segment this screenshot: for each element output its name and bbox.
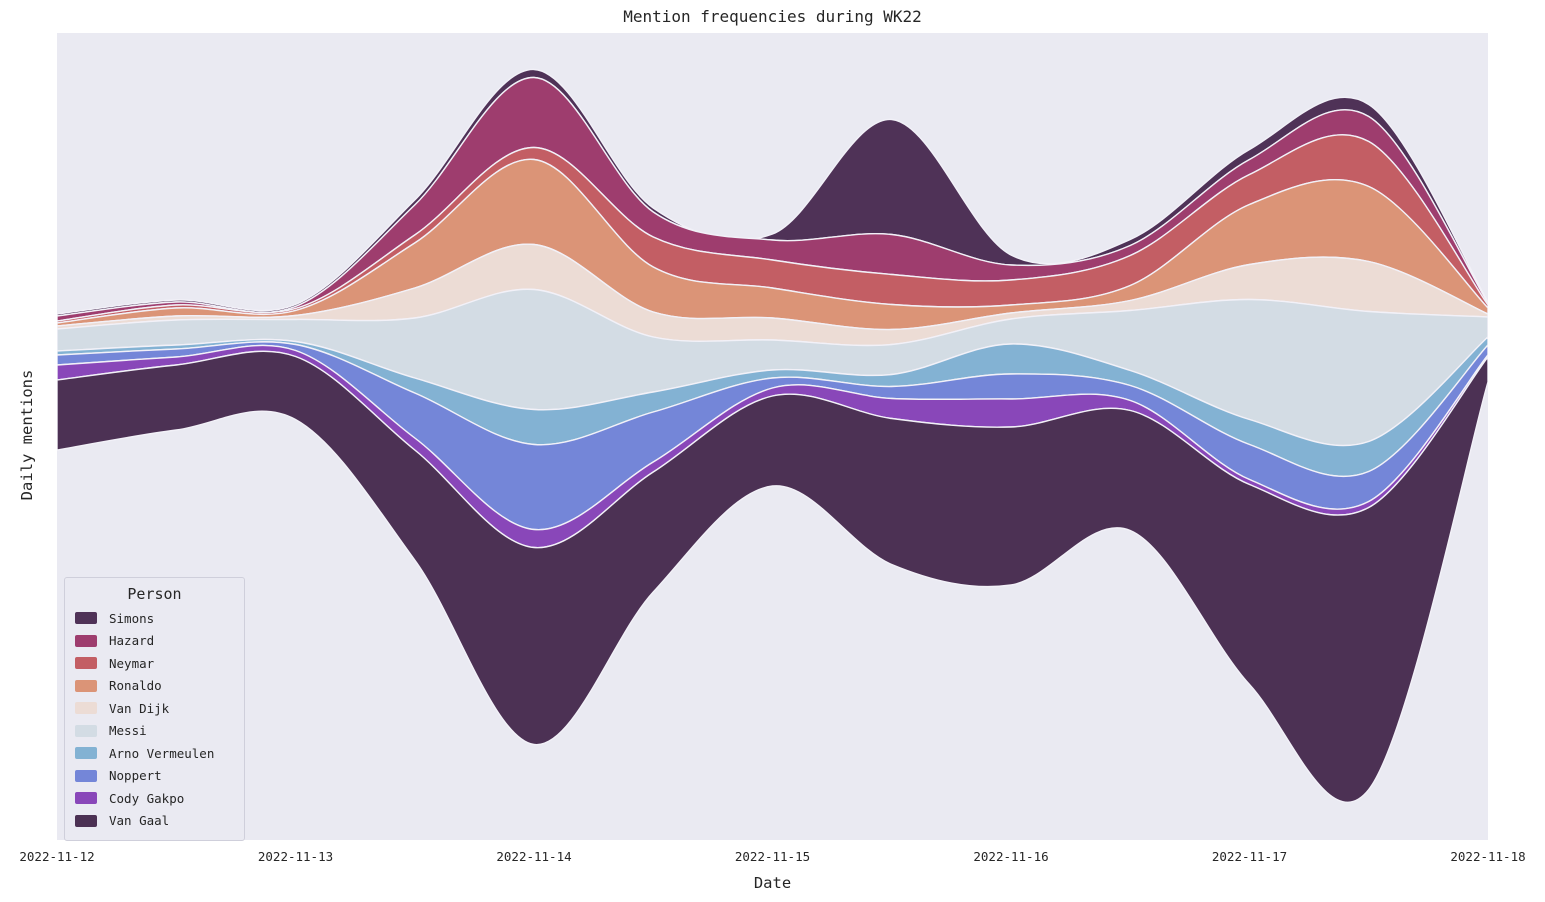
legend-label: Van Gaal bbox=[109, 813, 170, 829]
x-tick-label: 2022-11-16 bbox=[973, 849, 1049, 864]
legend-label: Hazard bbox=[109, 633, 155, 649]
legend-item-ronaldo: Ronaldo bbox=[65, 675, 244, 698]
legend-item-neymar: Neymar bbox=[65, 652, 244, 675]
legend-swatch-icon bbox=[75, 612, 97, 625]
legend-label: Van Dijk bbox=[109, 700, 170, 716]
legend-swatch-icon bbox=[75, 634, 97, 647]
legend-item-cody-gakpo: Cody Gakpo bbox=[65, 787, 244, 810]
legend-label: Neymar bbox=[109, 655, 155, 671]
chart-title: Mention frequencies during WK22 bbox=[623, 7, 922, 26]
x-tick-label: 2022-11-13 bbox=[257, 849, 334, 864]
legend-item-hazard: Hazard bbox=[65, 630, 244, 653]
legend-label: Simons bbox=[109, 610, 155, 626]
stream-layers bbox=[57, 68, 1488, 803]
legend-label: Ronaldo bbox=[109, 678, 162, 694]
legend-swatch-icon bbox=[75, 769, 97, 782]
legend-swatch-icon bbox=[75, 814, 97, 827]
legend-item-van-gaal: Van Gaal bbox=[65, 810, 244, 833]
legend-item-simons: Simons bbox=[65, 607, 244, 630]
x-tick-label: 2022-11-18 bbox=[1450, 849, 1526, 864]
legend-swatch-icon bbox=[75, 679, 97, 692]
legend-swatch-icon bbox=[75, 792, 97, 805]
legend-swatch-icon bbox=[75, 724, 97, 737]
legend-item-noppert: Noppert bbox=[65, 765, 244, 788]
legend-label: Cody Gakpo bbox=[109, 790, 185, 806]
legend-item-messi: Messi bbox=[65, 720, 244, 743]
stream-layer-van-gaal bbox=[57, 350, 1488, 803]
x-axis-label: Date bbox=[753, 874, 792, 892]
x-tick-label: 2022-11-12 bbox=[19, 849, 95, 864]
legend: Person Simons Hazard Neymar Ronaldo Van Dijk… bbox=[64, 577, 245, 841]
legend-label: Messi bbox=[109, 723, 147, 739]
x-tick-label: 2022-11-17 bbox=[1211, 849, 1288, 864]
legend-swatch-icon bbox=[75, 657, 97, 670]
y-axis-label: Daily mentions bbox=[18, 369, 36, 501]
x-tick-label: 2022-11-14 bbox=[496, 849, 572, 864]
legend-item-van-dijk: Van Dijk bbox=[65, 697, 244, 720]
legend-label: Arno Vermeulen bbox=[109, 745, 215, 761]
x-tick-label: 2022-11-15 bbox=[734, 849, 811, 864]
legend-swatch-icon bbox=[75, 702, 97, 715]
legend-item-arno-vermeulen: Arno Vermeulen bbox=[65, 742, 244, 765]
legend-label: Noppert bbox=[109, 768, 162, 784]
legend-items: Simons Hazard Neymar Ronaldo Van Dijk Messi Ar… bbox=[65, 607, 244, 832]
legend-title: Person bbox=[127, 585, 182, 603]
legend-swatch-icon bbox=[75, 747, 97, 760]
